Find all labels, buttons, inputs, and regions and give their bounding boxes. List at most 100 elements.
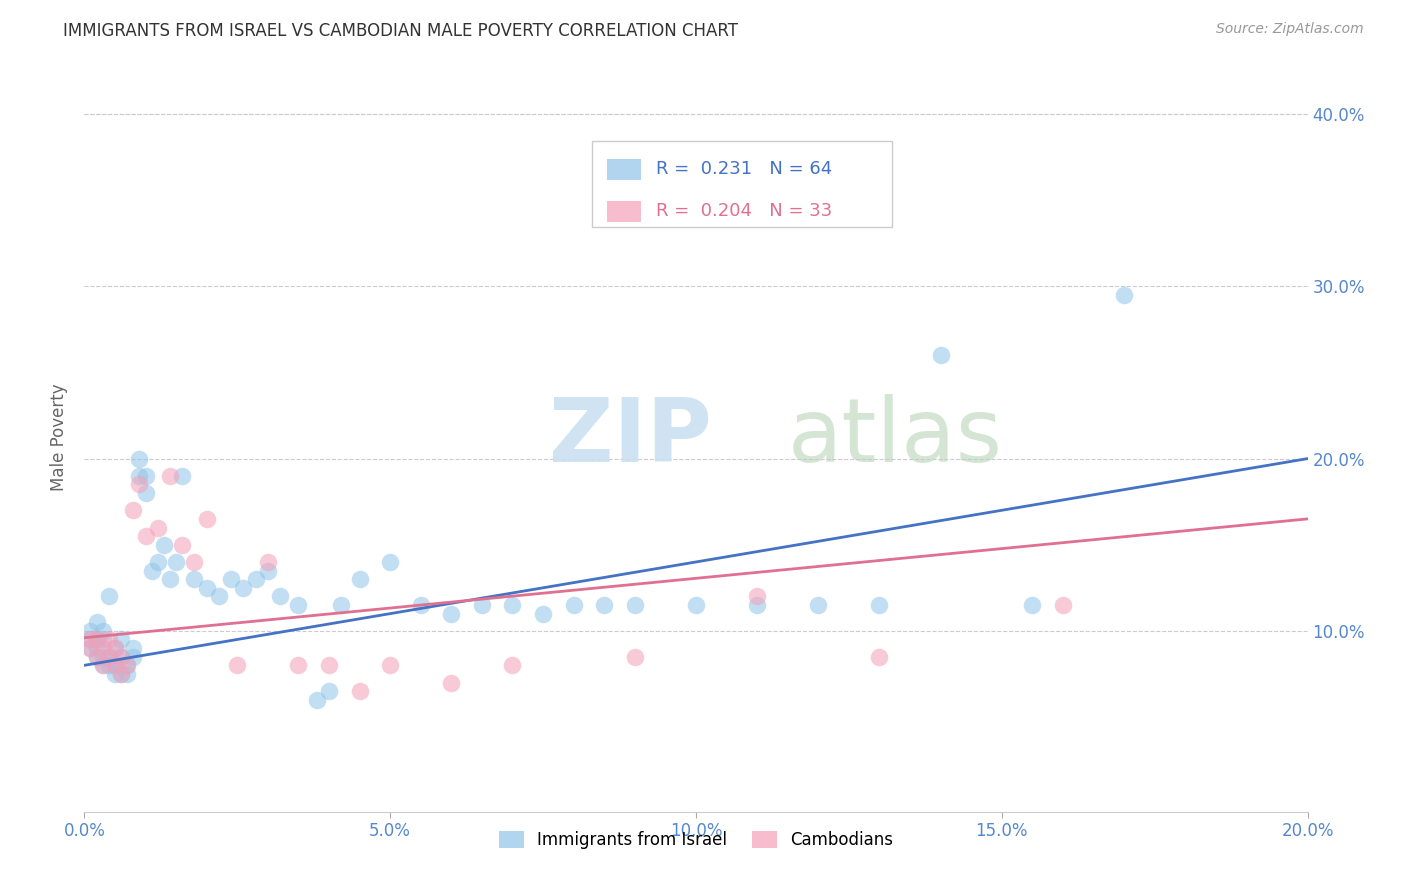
Point bbox=[195, 581, 218, 595]
Point bbox=[86, 649, 108, 664]
Text: ZIP: ZIP bbox=[550, 393, 711, 481]
Point bbox=[115, 667, 138, 681]
Point bbox=[97, 590, 120, 604]
Point bbox=[122, 641, 145, 656]
Point bbox=[440, 607, 463, 621]
Point bbox=[318, 658, 340, 673]
Point bbox=[593, 598, 616, 612]
Point bbox=[440, 675, 463, 690]
Point bbox=[471, 598, 494, 612]
Point bbox=[79, 641, 101, 656]
Point bbox=[330, 598, 353, 612]
Point bbox=[153, 538, 176, 552]
Point bbox=[624, 649, 647, 664]
Point bbox=[115, 658, 138, 673]
Point bbox=[183, 572, 205, 586]
Point bbox=[318, 684, 340, 698]
FancyBboxPatch shape bbox=[606, 201, 641, 222]
Point bbox=[97, 649, 120, 664]
Point bbox=[110, 649, 132, 664]
Point bbox=[91, 658, 114, 673]
FancyBboxPatch shape bbox=[606, 160, 641, 180]
Point bbox=[1114, 288, 1136, 302]
Point bbox=[110, 667, 132, 681]
Point bbox=[349, 684, 371, 698]
Text: R =  0.231   N = 64: R = 0.231 N = 64 bbox=[655, 161, 832, 178]
Point bbox=[380, 555, 402, 569]
Point bbox=[110, 649, 132, 664]
Point bbox=[195, 512, 218, 526]
Point bbox=[269, 590, 291, 604]
Point bbox=[172, 538, 194, 552]
Point bbox=[104, 658, 127, 673]
Point bbox=[624, 598, 647, 612]
Point bbox=[104, 641, 127, 656]
Legend: Immigrants from Israel, Cambodians: Immigrants from Israel, Cambodians bbox=[492, 824, 900, 855]
Point bbox=[502, 598, 524, 612]
Point bbox=[172, 468, 194, 483]
Point bbox=[115, 658, 138, 673]
Point bbox=[86, 615, 108, 630]
Point bbox=[135, 468, 157, 483]
Point bbox=[97, 658, 120, 673]
Point bbox=[257, 555, 280, 569]
Point bbox=[869, 598, 891, 612]
Point bbox=[1052, 598, 1074, 612]
Point bbox=[257, 564, 280, 578]
FancyBboxPatch shape bbox=[592, 141, 891, 227]
Point bbox=[91, 624, 114, 638]
Point bbox=[219, 572, 242, 586]
Point bbox=[91, 641, 114, 656]
Point bbox=[122, 503, 145, 517]
Point bbox=[91, 649, 114, 664]
Point bbox=[91, 658, 114, 673]
Point bbox=[91, 632, 114, 647]
Point bbox=[86, 632, 108, 647]
Point bbox=[97, 632, 120, 647]
Point bbox=[110, 632, 132, 647]
Point bbox=[128, 477, 150, 491]
Point bbox=[747, 590, 769, 604]
Point bbox=[349, 572, 371, 586]
Point bbox=[86, 649, 108, 664]
Point bbox=[165, 555, 187, 569]
Point bbox=[146, 520, 169, 534]
Point bbox=[79, 641, 101, 656]
Point bbox=[226, 658, 249, 673]
Point bbox=[128, 468, 150, 483]
Point bbox=[305, 692, 328, 706]
Point bbox=[104, 658, 127, 673]
Point bbox=[287, 598, 309, 612]
Point bbox=[232, 581, 254, 595]
Text: IMMIGRANTS FROM ISRAEL VS CAMBODIAN MALE POVERTY CORRELATION CHART: IMMIGRANTS FROM ISRAEL VS CAMBODIAN MALE… bbox=[63, 22, 738, 40]
Point bbox=[929, 348, 952, 362]
Point bbox=[159, 572, 181, 586]
Point bbox=[79, 632, 101, 647]
Point bbox=[562, 598, 585, 612]
Text: Source: ZipAtlas.com: Source: ZipAtlas.com bbox=[1216, 22, 1364, 37]
Point bbox=[409, 598, 432, 612]
Point bbox=[654, 176, 676, 190]
Point bbox=[807, 598, 830, 612]
Point bbox=[128, 451, 150, 466]
Point bbox=[97, 649, 120, 664]
Point bbox=[685, 598, 707, 612]
Point bbox=[135, 529, 157, 543]
Point bbox=[747, 598, 769, 612]
Point bbox=[380, 658, 402, 673]
Point bbox=[104, 667, 127, 681]
Point bbox=[208, 590, 231, 604]
Point bbox=[110, 667, 132, 681]
Point bbox=[245, 572, 267, 586]
Point bbox=[531, 607, 554, 621]
Point bbox=[141, 564, 163, 578]
Point bbox=[86, 641, 108, 656]
Point bbox=[183, 555, 205, 569]
Point bbox=[502, 658, 524, 673]
Point bbox=[287, 658, 309, 673]
Point bbox=[79, 632, 101, 647]
Y-axis label: Male Poverty: Male Poverty bbox=[51, 384, 69, 491]
Point bbox=[869, 649, 891, 664]
Point bbox=[104, 641, 127, 656]
Point bbox=[122, 649, 145, 664]
